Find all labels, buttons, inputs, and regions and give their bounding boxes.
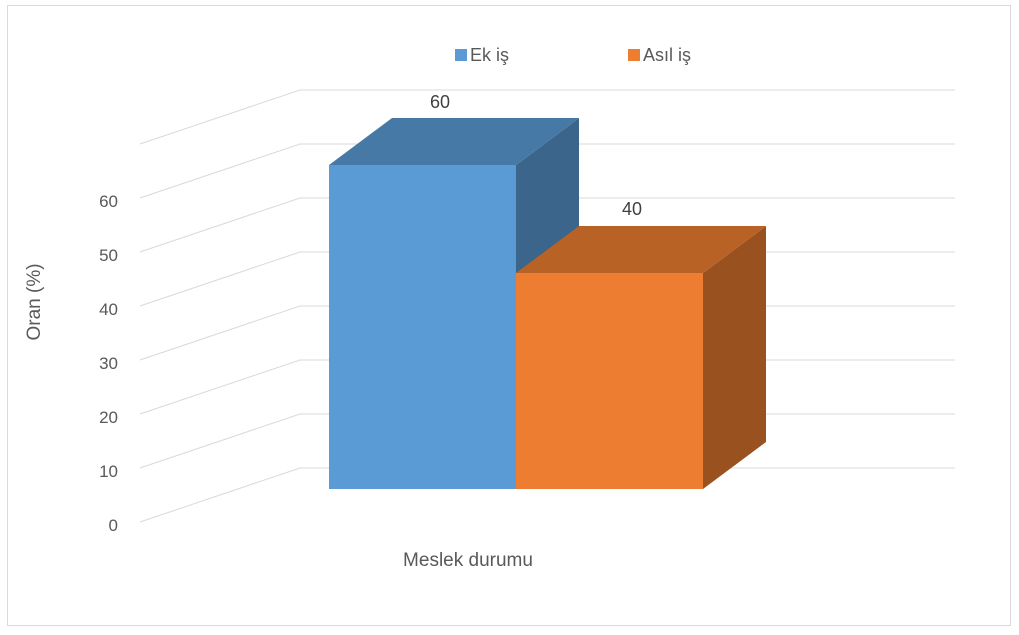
legend-label: Ek iş	[470, 45, 509, 65]
y-tick-label: 40	[99, 300, 118, 319]
y-tick-label: 0	[109, 516, 118, 535]
data-label: 60	[430, 92, 450, 112]
gridline	[139, 89, 955, 145]
legend-swatch	[628, 49, 640, 61]
x-axis-title: Meslek durumu	[403, 550, 533, 571]
y-tick-label: 60	[99, 192, 118, 211]
bar-front-face	[516, 273, 703, 489]
bar-side-face	[703, 226, 766, 489]
bar-top-face	[516, 226, 766, 273]
gridline	[139, 197, 955, 253]
data-labels: 60 40	[430, 92, 642, 219]
legend: Ek iş Asıl iş	[455, 45, 691, 65]
data-label: 40	[622, 199, 642, 219]
y-tick-label: 30	[99, 354, 118, 373]
y-tick-label: 50	[99, 246, 118, 265]
bar-front-face	[329, 165, 516, 489]
bar-2	[516, 226, 766, 489]
y-axis-title: Oran (%)	[24, 263, 45, 340]
gridline	[139, 143, 955, 199]
gridline	[139, 467, 955, 523]
legend-label: Asıl iş	[643, 45, 691, 65]
y-axis-ticks: 0 10 20 30 40 50 60	[99, 192, 118, 535]
y-tick-label: 10	[99, 462, 118, 481]
y-tick-label: 20	[99, 408, 118, 427]
bar-top-face	[329, 118, 579, 165]
bars	[329, 118, 766, 489]
legend-swatch	[455, 49, 467, 61]
